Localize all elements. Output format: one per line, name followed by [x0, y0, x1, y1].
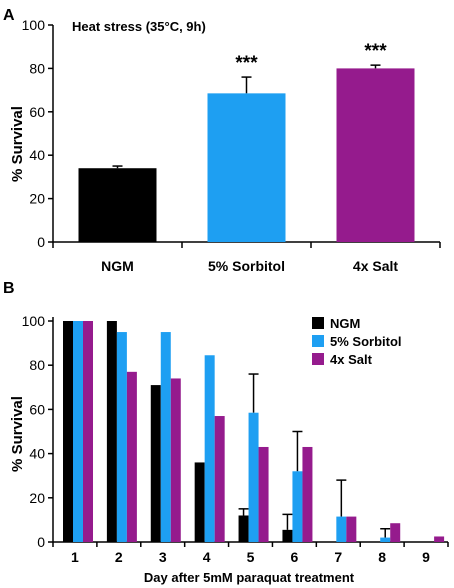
bar-b-ngm-day-2 — [106, 321, 117, 542]
legend-swatch-4x-salt — [312, 353, 324, 365]
bar-b-5-sorbitol-day-2 — [116, 332, 127, 542]
category-label-b: 3 — [159, 549, 167, 565]
category-label-b: 9 — [422, 549, 430, 565]
bar-b-5-sorbitol-day-7 — [336, 516, 347, 542]
category-label-a: 4x Salt — [353, 258, 398, 274]
bar-b-4x-salt-day-6 — [302, 446, 313, 542]
legend-label: NGM — [330, 316, 360, 331]
bar-b-4x-salt-day-7 — [346, 516, 357, 542]
category-label-a: NGM — [101, 258, 134, 274]
bar-b-4x-salt-day-5 — [258, 446, 269, 542]
panel-b-label: B — [3, 280, 15, 297]
bar-b-5-sorbitol-day-8 — [380, 537, 391, 542]
panel-a-label: A — [3, 7, 15, 24]
bar-b-4x-salt-day-4 — [214, 416, 225, 542]
chart-a-annotation: Heat stress (35°C, 9h) — [72, 19, 206, 34]
y-tick-label-a: 20 — [29, 191, 45, 207]
bar-b-5-sorbitol-day-4 — [204, 355, 215, 542]
category-label-b: 8 — [378, 549, 386, 565]
significance-marker: *** — [364, 41, 387, 62]
bar-b-5-sorbitol-day-5 — [248, 412, 259, 542]
y-tick-label-b: 60 — [29, 401, 45, 417]
bar-b-5-sorbitol-day-1 — [73, 321, 83, 542]
y-tick-label-a: 60 — [29, 104, 45, 120]
y-tick-label-b: 100 — [22, 313, 46, 329]
bar-b-ngm-day-6 — [282, 529, 293, 542]
category-label-b: 6 — [290, 549, 298, 565]
legend-label: 5% Sorbitol — [330, 334, 402, 349]
bar-b-ngm-day-3 — [150, 385, 161, 542]
y-tick-label-a: 100 — [22, 17, 46, 33]
category-label-b: 1 — [71, 549, 79, 565]
y-tick-label-b: 20 — [29, 490, 45, 506]
chart-b: % Survival Day after 5mM paraquat treatm… — [9, 313, 449, 585]
bar-a-5-sorbitol — [207, 93, 286, 242]
significance-marker: *** — [235, 53, 258, 74]
chart-b-ylabel: % Survival — [9, 396, 26, 472]
category-label-a: 5% Sorbitol — [208, 258, 285, 274]
chart-a: Heat stress (35°C, 9h) % Survival 0 20 40 6… — [9, 17, 441, 274]
bar-b-4x-salt-day-9 — [434, 536, 445, 542]
bar-b-5-sorbitol-day-3 — [160, 332, 171, 542]
bar-a-4x-salt — [336, 68, 415, 243]
bar-b-ngm-day-5 — [238, 515, 249, 542]
y-tick-label-b: 0 — [37, 534, 45, 550]
bar-b-5-sorbitol-day-6 — [292, 471, 303, 542]
chart-a-ylabel: % Survival — [9, 106, 26, 182]
y-tick-label-a: 40 — [29, 147, 45, 163]
bar-b-4x-salt-day-2 — [126, 371, 137, 542]
y-tick-label-a: 0 — [37, 234, 45, 250]
bar-b-ngm-day-1 — [63, 321, 73, 542]
bar-a-ngm — [78, 168, 157, 242]
bar-b-ngm-day-4 — [194, 462, 205, 542]
category-label-b: 4 — [203, 549, 211, 565]
bar-b-4x-salt-day-3 — [170, 378, 181, 542]
y-tick-label-b: 80 — [29, 357, 45, 373]
category-label-b: 2 — [115, 549, 123, 565]
bar-b-4x-salt-day-1 — [83, 321, 93, 542]
y-tick-label-a: 80 — [29, 60, 45, 76]
legend-swatch-ngm — [312, 317, 324, 329]
y-tick-label-b: 40 — [29, 446, 45, 462]
category-label-b: 7 — [334, 549, 342, 565]
category-label-b: 5 — [247, 549, 255, 565]
legend-swatch-5-sorbitol — [312, 335, 324, 347]
chart-b-xlabel: Day after 5mM paraquat treatment — [144, 570, 355, 585]
bar-b-4x-salt-day-8 — [390, 523, 401, 542]
legend-label: 4x Salt — [330, 352, 373, 367]
